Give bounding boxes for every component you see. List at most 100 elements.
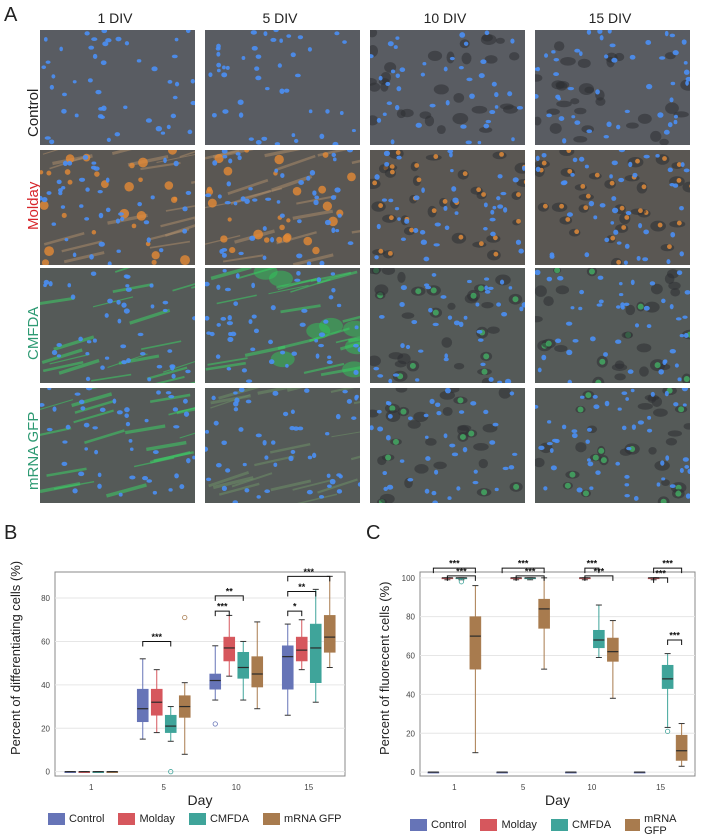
nucleus bbox=[428, 308, 433, 313]
chart-c-x-tick-label: 10 bbox=[587, 783, 596, 792]
nucleus bbox=[395, 207, 399, 210]
nucleus bbox=[400, 343, 404, 348]
nucleus bbox=[374, 174, 379, 180]
nucleus bbox=[228, 315, 232, 320]
label-spot bbox=[616, 260, 621, 265]
nucleus bbox=[424, 414, 429, 418]
nucleus bbox=[102, 41, 108, 46]
nucleus bbox=[98, 473, 102, 478]
nucleus bbox=[671, 82, 676, 85]
cell-cluster bbox=[473, 443, 489, 451]
nucleus bbox=[66, 425, 71, 430]
micrograph-image bbox=[40, 150, 195, 265]
label-spot bbox=[378, 249, 383, 254]
nucleus bbox=[574, 49, 580, 53]
nucleus bbox=[538, 446, 544, 450]
nucleus bbox=[483, 227, 488, 231]
panel-a-letter: A bbox=[4, 4, 17, 27]
nucleus bbox=[383, 487, 388, 491]
nucleus bbox=[123, 105, 127, 109]
nucleus bbox=[552, 439, 558, 443]
chart-b-y-tick-label: 60 bbox=[41, 637, 50, 646]
nucleus bbox=[249, 319, 253, 324]
nucleus bbox=[298, 180, 304, 185]
nucleus bbox=[578, 307, 582, 311]
nucleus bbox=[425, 436, 429, 439]
legend-swatch bbox=[118, 813, 135, 825]
nucleus bbox=[644, 155, 650, 159]
cell-cluster bbox=[666, 438, 677, 445]
nucleus bbox=[105, 313, 109, 318]
nucleus bbox=[628, 162, 632, 167]
nucleus bbox=[300, 323, 306, 327]
nucleus bbox=[222, 66, 226, 70]
nucleus bbox=[637, 256, 641, 261]
nucleus bbox=[257, 495, 261, 499]
nucleus bbox=[610, 221, 614, 224]
label-spot bbox=[276, 237, 282, 243]
nucleus bbox=[625, 397, 629, 401]
nucleus bbox=[106, 178, 110, 183]
label-spot bbox=[389, 215, 394, 220]
nucleus bbox=[338, 214, 342, 218]
nucleus bbox=[489, 440, 495, 445]
nucleus bbox=[416, 123, 422, 128]
nucleus bbox=[620, 302, 625, 307]
nucleus bbox=[61, 205, 65, 209]
nucleus bbox=[151, 66, 157, 71]
nucleus bbox=[579, 290, 584, 294]
nucleus bbox=[153, 450, 159, 454]
nucleus bbox=[269, 359, 274, 364]
nucleus bbox=[542, 153, 547, 158]
label-spot bbox=[481, 369, 487, 375]
label-spot bbox=[390, 170, 395, 175]
nucleus bbox=[388, 414, 393, 419]
nucleus bbox=[167, 125, 171, 129]
label-spot bbox=[542, 161, 547, 166]
nucleus bbox=[223, 269, 227, 273]
nucleus bbox=[79, 400, 84, 405]
chart-b-x-tick-label: 5 bbox=[162, 783, 167, 792]
legend-swatch bbox=[263, 813, 280, 825]
label-spot bbox=[479, 241, 484, 246]
label-spot bbox=[264, 237, 270, 243]
nucleus bbox=[159, 248, 163, 252]
nucleus bbox=[456, 486, 460, 490]
nucleus bbox=[464, 42, 468, 46]
column-header-15-div: 15 DIV bbox=[535, 10, 685, 26]
label-spot bbox=[580, 184, 585, 189]
chart-c-significance-label: *** bbox=[669, 631, 680, 641]
nucleus bbox=[498, 174, 503, 178]
nucleus bbox=[285, 364, 289, 368]
label-spot bbox=[65, 169, 71, 175]
chart-c-y-tick-label: 80 bbox=[406, 613, 415, 622]
nucleus bbox=[446, 100, 450, 105]
nucleus bbox=[107, 299, 113, 304]
label-spot bbox=[621, 225, 626, 230]
micrograph-control-5-div bbox=[205, 30, 360, 145]
chart-b-box-cmfda bbox=[238, 652, 249, 678]
nucleus bbox=[227, 321, 233, 325]
nucleus bbox=[88, 46, 94, 50]
label-spot bbox=[620, 206, 625, 211]
nucleus bbox=[228, 332, 232, 336]
chart-b-significance-label: * bbox=[293, 602, 297, 612]
nucleus bbox=[445, 388, 451, 393]
nucleus bbox=[536, 156, 540, 161]
nucleus bbox=[580, 396, 585, 399]
nucleus bbox=[183, 399, 188, 404]
nucleus bbox=[175, 82, 179, 87]
nucleus bbox=[342, 40, 347, 44]
nucleus bbox=[174, 161, 179, 167]
nucleus bbox=[348, 241, 354, 245]
label-spot bbox=[459, 235, 464, 240]
cell-cluster bbox=[500, 104, 514, 110]
nucleus bbox=[49, 281, 53, 286]
nucleus bbox=[163, 301, 169, 305]
label-spot bbox=[684, 376, 690, 382]
nucleus bbox=[46, 60, 51, 63]
nucleus bbox=[645, 40, 651, 45]
nucleus bbox=[284, 89, 289, 93]
nucleus bbox=[331, 228, 335, 234]
nucleus bbox=[91, 271, 96, 275]
